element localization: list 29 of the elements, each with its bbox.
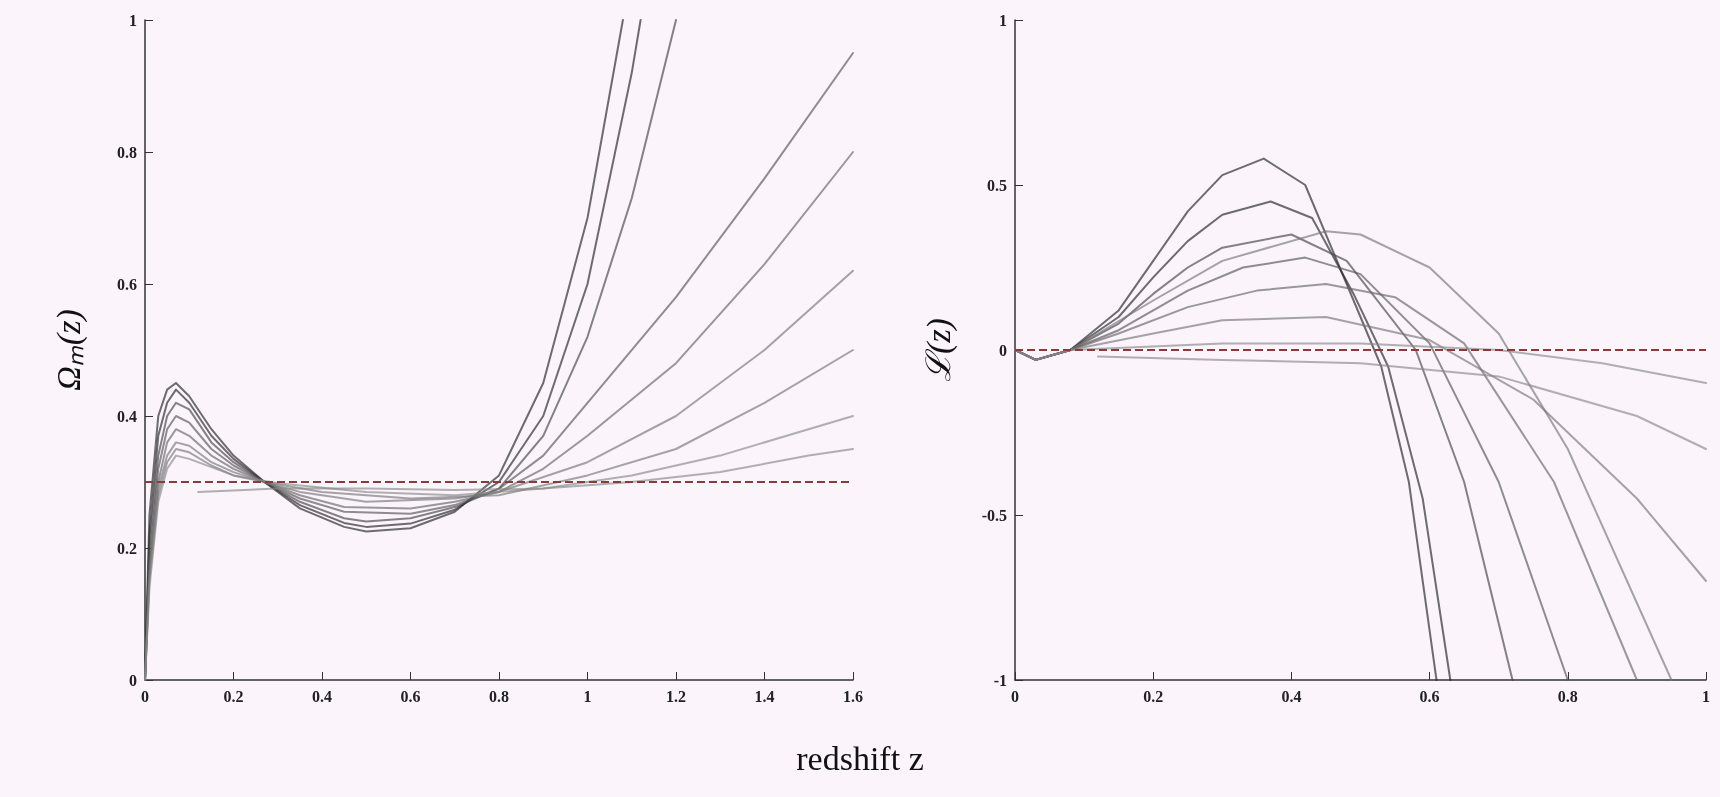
x-tick-label: 0.8 bbox=[1557, 687, 1578, 705]
y-tick-label: -1 bbox=[993, 671, 1007, 689]
x-tick-label: 0.2 bbox=[223, 687, 244, 705]
y-tick-label: 0.8 bbox=[117, 143, 137, 161]
x-tick-label: 1 bbox=[1702, 687, 1710, 705]
y-tick-label: 0 bbox=[999, 341, 1007, 359]
x-tick-label: 0.6 bbox=[400, 687, 421, 705]
y-tick-label: -0.5 bbox=[981, 506, 1007, 524]
x-tick-label: 1 bbox=[583, 687, 592, 705]
x-tick-label: 0.8 bbox=[489, 687, 509, 705]
y-axis-title: ℒ(z) bbox=[919, 318, 958, 382]
x-tick-label: 1.2 bbox=[666, 687, 686, 705]
y-tick-label: 0 bbox=[129, 671, 137, 689]
x-axis-title: redshift z bbox=[795, 740, 925, 778]
y-tick-label: 0.4 bbox=[117, 407, 137, 425]
x-tick-label: 1.4 bbox=[754, 687, 775, 705]
x-tick-label: 1.6 bbox=[843, 687, 863, 705]
y-axis-title: Ωₘ(z) bbox=[49, 309, 88, 391]
y-tick-label: 0.5 bbox=[987, 176, 1007, 194]
x-tick-label: 0.4 bbox=[312, 687, 332, 705]
x-tick-label: 0 bbox=[141, 687, 149, 705]
y-tick-label: 1 bbox=[999, 11, 1007, 29]
x-tick-label: 0.4 bbox=[1281, 687, 1302, 705]
x-tick-label: 0 bbox=[1011, 687, 1019, 705]
x-tick-label: 0.2 bbox=[1143, 687, 1164, 705]
y-tick-label: 1 bbox=[129, 11, 137, 29]
y-tick-label: 0.2 bbox=[117, 539, 137, 557]
y-tick-label: 0.6 bbox=[117, 275, 137, 293]
x-tick-label: 0.6 bbox=[1419, 687, 1440, 705]
